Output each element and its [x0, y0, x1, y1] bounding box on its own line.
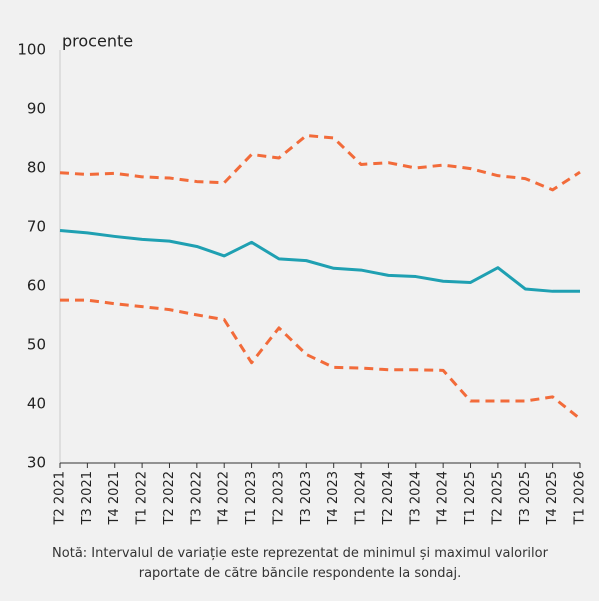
series-line — [60, 298, 581, 420]
x-tick-label: T4 2021 — [107, 471, 122, 525]
x-tick-label: T1 2024 — [354, 471, 369, 525]
x-tick-label: T2 2021 — [53, 471, 68, 525]
x-tick-label: T4 2022 — [217, 471, 232, 525]
x-tick-label: T1 2023 — [244, 471, 259, 525]
y-tick-label: 80 — [27, 159, 46, 177]
x-tick-label: T4 2023 — [326, 471, 341, 525]
y-unit-label: procente — [62, 32, 133, 51]
y-tick-label: 30 — [27, 454, 46, 472]
y-tick-label: 70 — [27, 218, 46, 236]
y-tick-label: 90 — [27, 100, 46, 118]
series-line — [59, 134, 581, 192]
x-tick-label: T2 2024 — [381, 471, 396, 525]
x-tick-label: T3 2025 — [518, 471, 533, 525]
x-tick-label: T2 2023 — [271, 471, 286, 525]
x-tick-label: T3 2024 — [408, 471, 423, 525]
x-tick-label: T3 2021 — [80, 471, 95, 525]
x-tick-label: T3 2023 — [299, 471, 314, 525]
x-tick-label: T2 2025 — [490, 471, 505, 525]
x-tick-label: T2 2022 — [162, 471, 177, 525]
note: Notă: Intervalul de variație este reprez… — [52, 546, 548, 581]
y-tick-label: 60 — [27, 277, 46, 295]
y-tick-label: 100 — [17, 41, 46, 59]
x-tick-label: T4 2024 — [436, 471, 451, 525]
x-tick-label: T4 2025 — [545, 471, 560, 525]
x-tick-label: T3 2022 — [189, 471, 204, 525]
x-tick-label: T1 2025 — [463, 471, 478, 525]
series-line — [59, 229, 580, 293]
y-tick-label: 40 — [27, 395, 46, 413]
y-tick-label: 50 — [27, 336, 46, 354]
chart: procente 30 40 50 60 70 80 90 100 T2 2021 T3 2021… — [17, 32, 588, 526]
x-tick-label: T1 2022 — [135, 471, 150, 525]
x-tick-label: T1 2026 — [573, 471, 588, 525]
